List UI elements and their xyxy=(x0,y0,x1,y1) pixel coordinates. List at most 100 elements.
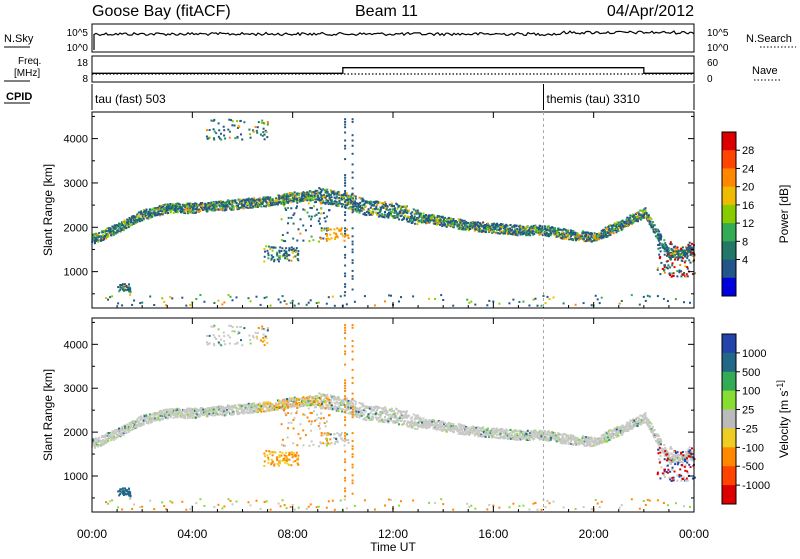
cpid-segment-label: themis (tau) 3310 xyxy=(547,92,641,106)
echo-cell xyxy=(291,397,293,399)
echo-cell xyxy=(372,418,374,420)
echo-cell xyxy=(689,302,691,304)
noise-right-tick-top: 10^5 xyxy=(707,28,729,39)
echo-cell xyxy=(326,189,328,191)
echo-cell xyxy=(344,291,346,293)
echo-cell xyxy=(689,242,691,244)
echo-cell xyxy=(344,118,346,120)
echo-cell xyxy=(404,215,406,217)
echo-cell xyxy=(517,234,519,236)
echo-cell xyxy=(670,259,672,261)
echo-cell xyxy=(282,295,284,297)
echo-cell xyxy=(544,226,546,228)
echo-cell xyxy=(255,204,257,206)
echo-cell xyxy=(130,291,132,293)
echo-cell xyxy=(354,407,356,409)
echo-cell xyxy=(667,267,669,269)
echo-cell xyxy=(207,210,209,212)
echo-cell xyxy=(677,246,679,248)
echo-cell xyxy=(529,231,531,233)
echo-cell xyxy=(344,257,346,259)
echo-cell xyxy=(331,196,333,198)
echo-cell xyxy=(218,136,220,138)
echo-cell xyxy=(488,300,490,302)
echo-cell xyxy=(399,212,401,214)
echo-cell xyxy=(344,124,346,126)
echo-cell xyxy=(486,304,488,306)
y-tick-label: 2000 xyxy=(64,222,88,234)
echo-cell xyxy=(311,216,313,218)
echo-cell xyxy=(270,202,272,204)
echo-cell xyxy=(399,210,401,212)
echo-cell xyxy=(429,214,431,216)
echo-cell xyxy=(323,402,325,404)
echo-cell xyxy=(392,208,394,210)
echo-cell xyxy=(107,299,109,301)
echo-cell xyxy=(105,435,107,437)
echo-cell xyxy=(286,303,288,305)
echo-cell xyxy=(398,215,400,217)
echo-cell xyxy=(687,244,689,246)
echo-cell xyxy=(323,196,325,198)
echo-cell xyxy=(286,256,288,258)
echo-cell xyxy=(308,302,310,304)
echo-cell xyxy=(326,400,328,402)
echo-cell xyxy=(547,296,549,298)
echo-cell xyxy=(317,400,319,402)
echo-cell xyxy=(416,223,418,225)
echo-cell xyxy=(300,218,302,220)
echo-cell xyxy=(675,298,677,300)
echo-cell xyxy=(336,235,338,237)
echo-cell xyxy=(267,402,269,404)
echo-cell xyxy=(679,264,681,266)
echo-cell xyxy=(278,201,280,203)
colorbar-tick-label: 12 xyxy=(742,218,754,230)
echo-cell xyxy=(355,198,357,200)
echo-cell xyxy=(382,407,384,409)
echo-cell xyxy=(243,121,245,123)
echo-cell xyxy=(482,221,484,223)
echo-cell xyxy=(264,138,266,140)
echo-cell xyxy=(344,158,346,160)
echo-cell xyxy=(274,405,276,407)
echo-cell xyxy=(355,403,357,405)
echo-cell xyxy=(291,192,293,194)
echo-cell xyxy=(385,203,387,205)
echo-cell xyxy=(316,302,318,304)
echo-cell xyxy=(345,195,347,197)
echo-cell xyxy=(344,286,346,288)
echo-cell xyxy=(348,412,350,414)
echo-cell xyxy=(344,233,346,235)
echo-cell xyxy=(263,128,265,130)
echo-cell xyxy=(342,409,344,411)
echo-cell xyxy=(667,253,669,255)
echo-cell xyxy=(346,192,348,194)
echo-cell xyxy=(350,413,352,415)
echo-cell xyxy=(282,196,284,198)
echo-cell xyxy=(192,207,194,209)
echo-cell xyxy=(344,145,346,147)
echo-cell xyxy=(236,120,238,122)
echo-cell xyxy=(509,228,511,230)
echo-cell xyxy=(294,305,296,307)
echo-cell xyxy=(293,248,295,250)
echo-cell xyxy=(338,396,340,398)
echo-cell xyxy=(334,192,336,194)
echo-cell xyxy=(297,253,299,255)
echo-cell xyxy=(249,133,251,135)
echo-cell xyxy=(256,199,258,201)
echo-cell xyxy=(659,273,661,275)
colorbar-tick-label: 16 xyxy=(742,200,754,212)
echo-cell xyxy=(270,305,272,307)
echo-cell xyxy=(403,218,405,220)
echo-cell xyxy=(343,401,345,403)
echo-cell xyxy=(537,305,539,307)
echo-cell xyxy=(221,303,223,305)
echo-cell xyxy=(260,134,262,136)
echo-cell xyxy=(313,205,315,207)
echo-cell xyxy=(338,191,340,193)
freq-panel-frame xyxy=(92,56,694,82)
echo-cell xyxy=(523,233,525,235)
echo-cell xyxy=(250,300,252,302)
echo-cell xyxy=(237,205,239,207)
